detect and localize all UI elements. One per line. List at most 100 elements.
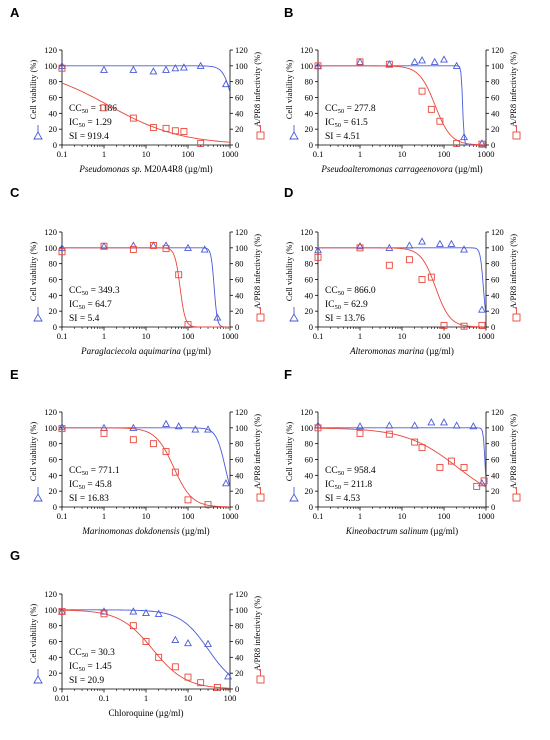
stat-si: SI = 13.76 [325, 314, 365, 324]
viability-point [213, 313, 222, 321]
right-axis-title: A/PR8 infectivity (%) [252, 52, 262, 127]
stat-ic50-name: IC [69, 300, 79, 310]
panel-letter: C [10, 185, 20, 200]
viability-point [184, 638, 192, 647]
infectivity-point [142, 638, 150, 645]
stat-si-value: = 13.76 [333, 314, 365, 324]
right-axis-title: A/PR8 infectivity (%) [252, 414, 262, 489]
left-tick-label: 0 [53, 322, 57, 332]
right-tick-label: 100 [235, 605, 248, 615]
infectivity-point [204, 501, 212, 509]
infectivity-point [175, 271, 183, 279]
panel-a: A 0 0 20 20 40 40 60 60 80 80 100 100 120 120 0.1 1 10 100… [10, 5, 265, 174]
left-tick-label: 40 [49, 290, 58, 300]
infectivity-point [418, 276, 426, 283]
stat-cc50: CC50 = 277.8 [325, 104, 376, 115]
x-axis-title-units: (µg/ml) [453, 164, 483, 174]
x-axis-title: Chloroquine (µg/ml) [109, 708, 184, 718]
right-tick-label: 80 [491, 439, 500, 449]
x-tick-label: 0.1 [313, 511, 324, 521]
stat-si: SI = 20.9 [69, 676, 104, 686]
right-tick-label: 80 [235, 439, 244, 449]
left-tick-label: 60 [49, 455, 58, 465]
infectivity-point [184, 496, 192, 504]
right-tick-label: 60 [235, 455, 244, 465]
x-tick-label: 10 [142, 331, 151, 341]
infectivity-point [478, 140, 486, 148]
viability-point [179, 63, 188, 71]
right-tick-label: 0 [235, 684, 239, 694]
stat-ic50-name: IC [325, 118, 335, 128]
x-axis-title-species: Marinomonas dokdonensis [81, 526, 180, 536]
panel-letter: G [10, 548, 20, 563]
stat-cc50-name: CC [69, 648, 82, 658]
stat-si-name: SI [325, 494, 333, 504]
panel-letter: E [10, 367, 19, 382]
stat-ic50-value: = 1.29 [85, 118, 112, 128]
infectivity-legend-marker [256, 313, 265, 322]
x-axis-title-units: (µg/ml) [181, 346, 211, 356]
stat-ic50-value: = 64.7 [85, 300, 112, 310]
panel-f: F 0 0 20 20 40 40 60 60 80 80 100 100 120 120 0.1 1 10 100… [284, 367, 521, 536]
stat-subscript: 50 [335, 484, 342, 491]
stat-cc50-value: = 866.0 [344, 286, 376, 296]
infectivity-point [440, 321, 448, 329]
viability-point [385, 421, 394, 429]
viability-point [196, 61, 205, 69]
stat-si-name: SI [69, 132, 77, 142]
x-tick-label: 1 [102, 149, 106, 159]
infectivity-point [149, 242, 157, 249]
left-tick-label: 20 [49, 306, 58, 316]
viability-point [162, 419, 171, 427]
infectivity-point [162, 245, 170, 253]
x-tick-label: 1000 [222, 511, 239, 521]
viability-point [356, 242, 364, 250]
left-tick-label: 80 [305, 77, 314, 87]
panel-letter: D [284, 185, 293, 200]
infectivity-fit-curve [61, 82, 231, 143]
left-tick-label: 0 [309, 502, 313, 512]
stat-subscript: 50 [338, 470, 345, 477]
infectivity-point [58, 248, 66, 256]
left-tick-label: 100 [300, 243, 313, 253]
right-tick-label: 80 [235, 259, 244, 269]
x-tick-label: 100 [438, 149, 451, 159]
left-tick-label: 80 [49, 439, 58, 449]
stat-si: SI = 919.4 [69, 132, 109, 142]
x-axis-title-species: Pseudoalteromonas carrageenovora [320, 164, 453, 174]
left-tick-label: 20 [305, 306, 314, 316]
infectivity-legend-marker [512, 493, 521, 502]
right-axis-title: A/PR8 infectivity (%) [252, 234, 262, 309]
infectivity-legend-marker [512, 313, 521, 322]
stat-cc50-value: = 277.8 [344, 104, 376, 114]
x-tick-label: 1000 [478, 149, 495, 159]
x-tick-label: 0.01 [55, 693, 70, 703]
stat-si: SI = 5.4 [69, 314, 100, 324]
infectivity-point [356, 58, 364, 66]
x-tick-label: 1000 [478, 511, 495, 521]
panel-c: C 0 0 20 20 40 40 60 60 80 80 100 100 120 120 0.1 1 10 100… [10, 185, 265, 356]
infectivity-point [460, 463, 468, 471]
left-tick-label: 60 [305, 455, 314, 465]
infectivity-point [385, 60, 393, 68]
infectivity-point [129, 114, 137, 122]
infectivity-fit-curve [317, 427, 487, 488]
infectivity-point [314, 253, 322, 261]
stat-ic50: IC50 = 61.5 [325, 118, 368, 129]
panel-letter: B [284, 5, 293, 20]
infectivity-point [58, 425, 66, 433]
left-tick-label: 20 [305, 486, 314, 496]
right-tick-label: 0 [235, 140, 239, 150]
stat-ic50-name: IC [69, 480, 79, 490]
x-tick-label: 100 [224, 693, 237, 703]
panel-e: E 0 0 20 20 40 40 60 60 80 80 100 100 120 120 0.1 1 10 100… [10, 367, 265, 536]
infectivity-point [197, 679, 205, 687]
x-axis-title-units: (µg/ml) [180, 526, 210, 536]
viability-point [200, 245, 209, 253]
infectivity-point [356, 244, 364, 252]
viability-point [129, 241, 138, 249]
viability-point [162, 65, 171, 73]
stat-cc50-value: = 349.3 [88, 286, 120, 296]
stat-ic50: IC50 = 64.7 [69, 300, 112, 311]
left-tick-label: 40 [305, 108, 314, 118]
